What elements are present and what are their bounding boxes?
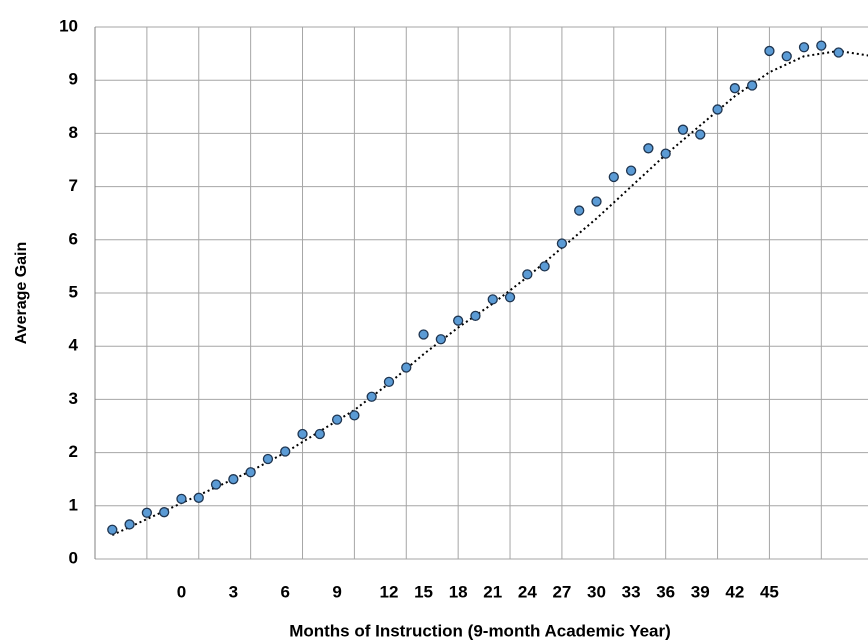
y-tick-label: 0 — [69, 548, 78, 567]
y-tick-label: 1 — [69, 495, 78, 514]
y-tick-label: 2 — [69, 442, 78, 461]
data-point — [712, 104, 723, 115]
data-point — [746, 80, 758, 91]
x-tick-label: 12 — [380, 582, 399, 601]
data-point — [487, 294, 498, 305]
y-tick-label: 9 — [69, 70, 78, 89]
data-point — [349, 410, 360, 421]
data-point — [608, 171, 619, 183]
y-tick-label: 6 — [69, 229, 78, 248]
y-axis-title: Average Gain — [13, 242, 30, 345]
x-tick-label: 3 — [229, 582, 238, 601]
data-point — [695, 129, 706, 140]
data-point — [625, 165, 637, 176]
x-tick-label: 6 — [280, 582, 289, 601]
data-point — [453, 315, 464, 326]
trendline — [111, 49, 868, 536]
data-point — [435, 334, 447, 345]
data-point — [556, 238, 568, 249]
data-point — [366, 391, 377, 402]
data-point — [643, 143, 654, 154]
data-point — [297, 428, 308, 440]
data-point — [228, 474, 239, 485]
data-point — [660, 148, 671, 159]
data-point — [124, 519, 135, 530]
x-tick-label: 9 — [332, 582, 341, 601]
x-tick-label: 36 — [656, 582, 675, 601]
data-point — [383, 376, 395, 387]
x-tick-label: 21 — [483, 582, 502, 601]
y-tick-label: 5 — [69, 282, 78, 301]
data-point — [677, 124, 689, 135]
x-tick-label: 24 — [518, 582, 537, 601]
data-point — [245, 467, 256, 478]
data-point — [504, 292, 516, 303]
data-point — [816, 40, 827, 51]
data-point — [781, 51, 792, 62]
data-point — [262, 453, 274, 465]
data-point — [280, 446, 291, 457]
data-point — [176, 493, 187, 505]
data-point — [314, 428, 325, 440]
data-point — [210, 479, 222, 490]
data-point — [798, 42, 810, 53]
y-tick-label: 4 — [69, 336, 79, 355]
x-tick-label: 0 — [177, 582, 186, 601]
x-tick-label: 33 — [622, 582, 641, 601]
data-point — [574, 205, 585, 216]
data-point — [331, 414, 343, 425]
y-tick-label: 10 — [59, 16, 78, 35]
y-tick-label: 7 — [69, 176, 78, 195]
data-point — [833, 47, 844, 58]
x-axis-title: Months of Instruction (9-month Academic … — [289, 621, 671, 640]
x-tick-label: 18 — [449, 582, 468, 601]
data-point — [591, 196, 602, 207]
data-point — [764, 45, 775, 57]
x-tick-label: 42 — [725, 582, 744, 601]
x-tick-label: 30 — [587, 582, 606, 601]
data-point — [159, 507, 170, 518]
data-point — [401, 362, 412, 373]
x-tick-label: 15 — [414, 582, 433, 601]
x-tick-label: 39 — [691, 582, 710, 601]
data-point — [729, 83, 740, 94]
data-point — [522, 269, 533, 280]
data-point — [141, 507, 153, 518]
data-point — [193, 492, 204, 503]
data-point — [107, 524, 118, 535]
data-point — [418, 329, 429, 340]
y-tick-label: 8 — [69, 123, 78, 142]
data-point — [539, 261, 550, 272]
data-point — [470, 310, 481, 322]
y-tick-label: 3 — [69, 389, 78, 408]
x-tick-label: 45 — [760, 582, 779, 601]
x-tick-label: 27 — [552, 582, 571, 601]
